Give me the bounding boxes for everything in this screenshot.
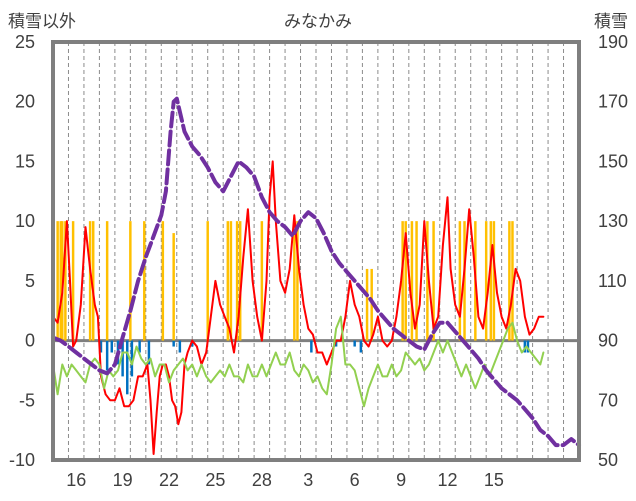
precip-bar-gold xyxy=(365,268,369,341)
y-left-tick-labels: 25 20 15 10 5 0 -5 -10 xyxy=(9,32,35,470)
y-right-tick-label: 150 xyxy=(598,151,628,171)
precip-bar-blue xyxy=(523,340,527,353)
precip-bar-gold xyxy=(235,221,239,341)
x-tick-label: 3 xyxy=(303,470,313,490)
precip-bar-gold xyxy=(59,221,62,341)
precip-bar-gold xyxy=(489,221,493,341)
precip-bar-blue xyxy=(105,340,109,371)
precip-bar-gold xyxy=(143,221,146,341)
y-right-tick-label: 70 xyxy=(598,390,618,410)
precip-bar-gold xyxy=(226,221,230,341)
precip-bar-blue xyxy=(130,340,134,377)
y-left-tick-label: 25 xyxy=(15,32,35,52)
daily-gridlines xyxy=(67,42,565,460)
precip-bar-blue xyxy=(334,340,338,347)
x-tick-label: 25 xyxy=(205,470,225,490)
precip-bar-gold xyxy=(458,221,462,341)
precip-bar-gold xyxy=(432,221,435,341)
chart-title: みなかみ xyxy=(284,12,352,32)
precip-bar-gold xyxy=(426,221,429,341)
y-left-tick-label: -5 xyxy=(19,390,35,410)
y-right-tick-label: 130 xyxy=(598,211,628,231)
precip-bar-blue xyxy=(147,340,151,365)
x-tick-label: 12 xyxy=(437,470,457,490)
y-left-tick-label: 10 xyxy=(15,211,35,231)
snow-depth-line xyxy=(51,96,581,448)
precip-bar-gold xyxy=(161,221,165,341)
precip-bar-gold xyxy=(238,221,242,341)
x-tick-label: 28 xyxy=(252,470,272,490)
y-right-tick-label: 170 xyxy=(598,92,628,112)
precip-bar-gold xyxy=(260,221,264,341)
x-tick-label: 9 xyxy=(396,470,406,490)
precip-bar-gold xyxy=(401,221,404,341)
x-tick-label: 15 xyxy=(484,470,504,490)
precip-bar-gold xyxy=(463,221,466,341)
x-tick-label: 16 xyxy=(66,470,86,490)
y-right-tick-label: 190 xyxy=(598,32,628,52)
precip-bar-gold xyxy=(129,221,132,341)
precip-bar-blue xyxy=(190,340,194,347)
precip-bar-gold xyxy=(484,221,488,341)
precip-bar-blue xyxy=(99,340,103,353)
y-left-tick-label: 0 xyxy=(25,331,35,351)
precip-bar-gold xyxy=(492,221,496,341)
series-lines xyxy=(51,96,581,455)
x-tick-labels: 16 19 22 25 28 3 6 9 12 15 xyxy=(66,470,504,490)
y-right-axis-label: 積雪 xyxy=(594,12,628,32)
precip-bar-blue xyxy=(310,340,313,353)
precip-bar-blue xyxy=(138,340,141,353)
precip-bar-gold xyxy=(229,221,233,341)
precip-bar-gold xyxy=(206,221,209,341)
precip-bar-gold xyxy=(105,221,109,341)
y-right-tick-label: 50 xyxy=(598,450,618,470)
precip-bar-gold xyxy=(71,221,75,341)
precip-bar-blue xyxy=(178,340,182,353)
x-tick-label: 22 xyxy=(159,470,179,490)
min-temp-line xyxy=(52,315,545,408)
y-right-tick-labels: 190 170 150 130 110 90 70 50 xyxy=(598,32,628,470)
max-temp-line xyxy=(52,160,545,455)
precip-bar-blue xyxy=(110,340,114,353)
precip-bar-blue xyxy=(359,340,363,353)
precip-bar-gold xyxy=(410,221,414,341)
y-left-axis-label: 積雪以外 xyxy=(8,12,76,32)
y-right-tick-label: 110 xyxy=(598,271,627,291)
precip-bar-gold xyxy=(64,221,67,341)
precip-bar-gold xyxy=(404,221,407,341)
precip-bar-gold xyxy=(293,221,296,341)
y-left-tick-label: 15 xyxy=(15,151,35,171)
y-left-tick-label: -10 xyxy=(9,450,35,470)
precip-bar-gold xyxy=(91,221,95,341)
precip-bar-gold xyxy=(511,221,514,341)
precip-bar-gold xyxy=(88,221,92,341)
precip-bar-gold xyxy=(415,221,418,341)
precip-bar-gold xyxy=(172,233,175,341)
precip-bar-blue xyxy=(121,340,124,377)
y-left-tick-label: 5 xyxy=(25,271,35,291)
precip-bar-gold xyxy=(508,221,511,341)
precip-bar-gold xyxy=(296,221,299,341)
y-right-tick-label: 90 xyxy=(598,331,618,351)
plot-frame xyxy=(51,40,581,462)
y-left-tick-label: 20 xyxy=(15,92,35,112)
precip-bar-blue xyxy=(526,340,530,353)
precip-bar-blue xyxy=(353,340,356,347)
precip-bar-gold xyxy=(56,221,59,341)
x-tick-label: 6 xyxy=(350,470,360,490)
precip-bar-blue xyxy=(172,340,175,347)
precip-bar-blue xyxy=(126,340,129,395)
x-tick-label: 19 xyxy=(113,470,133,490)
